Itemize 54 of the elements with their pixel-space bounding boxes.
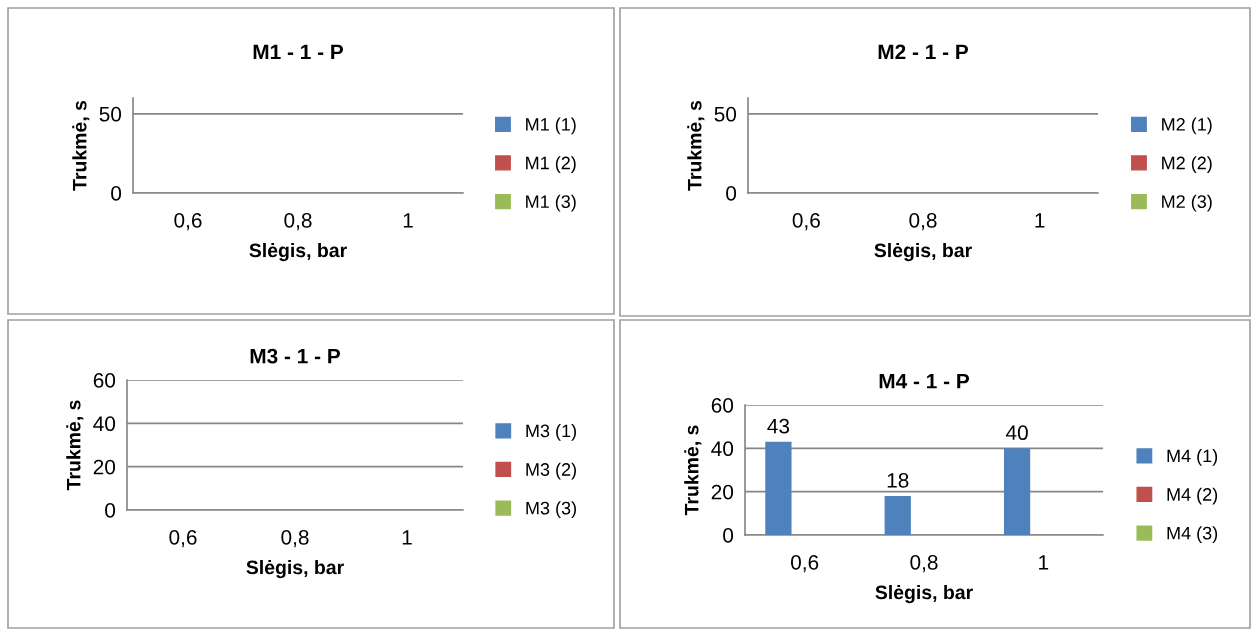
x-tick-label: 0,8	[910, 554, 938, 573]
chart-title: M4 - 1 - P	[879, 374, 970, 389]
bar	[1003, 448, 1031, 535]
x-axis-title: Slėgis, bar	[875, 584, 973, 604]
bar	[765, 441, 792, 535]
y-tick-label: 0	[726, 186, 737, 201]
legend-label: M1 (1)	[526, 117, 576, 135]
x-tick-label: 1	[1035, 213, 1045, 228]
x-tick-label: 0,6	[174, 212, 202, 231]
chart-title: M2 - 1 - P	[878, 44, 969, 60]
y-axis-title: Trukmė, s	[72, 100, 90, 191]
x-axis-title: Slėgis, bar	[249, 242, 347, 262]
y-tick-label: 60	[711, 398, 734, 413]
legend-label: M3 (2)	[526, 462, 576, 480]
y-axis-title: Trukmė, s	[684, 425, 702, 516]
data-label: 43	[767, 418, 790, 434]
x-tick-label: 1	[1039, 555, 1049, 570]
x-tick-label: 0,8	[281, 529, 309, 548]
y-tick-label: 0	[105, 503, 116, 518]
chart-title: M3 - 1 - P	[250, 348, 341, 364]
y-tick-label: 20	[711, 484, 734, 500]
x-tick-label: 0,8	[909, 212, 937, 231]
chart-title: M1 - 1 - P	[253, 44, 344, 60]
x-axis-title: Slėgis, bar	[874, 242, 972, 262]
legend-label: M4 (3)	[1167, 526, 1218, 544]
y-tick-label: 0	[723, 528, 734, 543]
bar	[884, 496, 911, 535]
legend-label: M1 (3)	[526, 194, 576, 212]
y-axis-title: Trukmė, s	[66, 400, 84, 491]
legend-label: M1 (2)	[526, 156, 576, 173]
legend-label: M2 (3)	[1162, 194, 1212, 212]
y-tick-label: 0	[111, 186, 122, 201]
y-tick-label: 40	[93, 416, 116, 432]
y-tick-label: 40	[711, 441, 734, 457]
legend-label: M3 (1)	[526, 424, 576, 441]
x-tick-label: 0,8	[284, 212, 312, 231]
y-tick-label: 50	[714, 106, 737, 122]
legend-label: M4 (1)	[1167, 449, 1218, 466]
y-axis-title: Trukmė, s	[687, 100, 705, 191]
x-tick-label: 1	[403, 213, 413, 228]
y-tick-label: 50	[99, 106, 122, 122]
legend-label: M2 (2)	[1162, 156, 1212, 173]
x-tick-label: 0,6	[169, 529, 197, 548]
x-axis-title: Slėgis, bar	[246, 559, 344, 579]
y-tick-label: 60	[93, 373, 116, 388]
x-tick-label: 0,6	[791, 554, 819, 573]
legend-label: M2 (1)	[1162, 117, 1212, 135]
x-tick-label: 1	[402, 530, 412, 545]
data-label: 40	[1005, 425, 1028, 441]
x-tick-label: 0,6	[792, 212, 820, 231]
legend-label: M3 (3)	[526, 501, 576, 519]
y-tick-label: 20	[93, 459, 116, 475]
legend-label: M4 (2)	[1167, 487, 1218, 505]
data-label: 18	[887, 472, 909, 488]
